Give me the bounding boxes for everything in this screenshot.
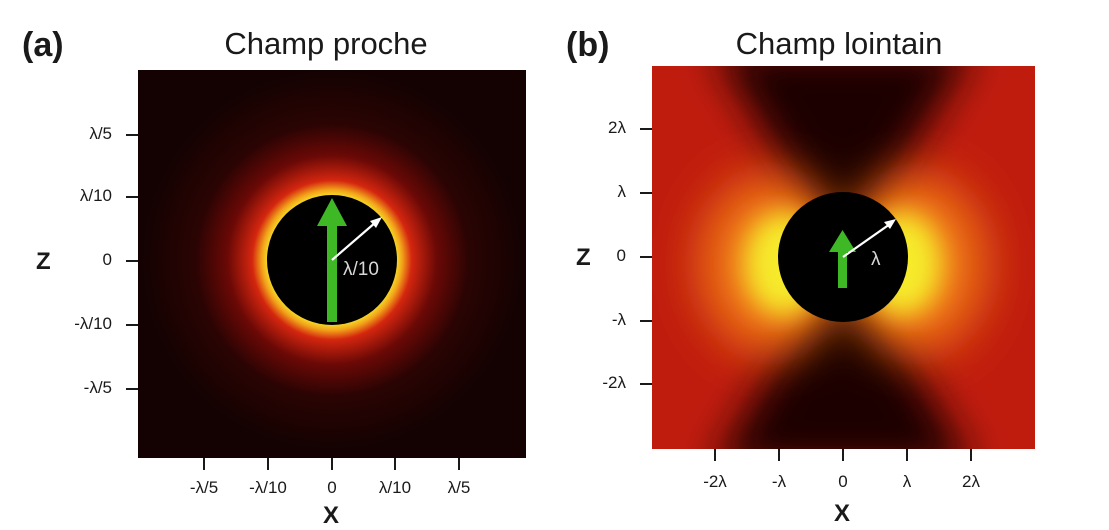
panel-a-z-tickmark bbox=[126, 260, 138, 262]
panel-b-x-tickmark bbox=[714, 449, 716, 461]
panel-b-x-tickmark bbox=[970, 449, 972, 461]
panel-a-z-axis-title: Z bbox=[36, 248, 51, 275]
panel-b-z-tick: -λ bbox=[611, 310, 626, 329]
panel-a-x-tick: 0 bbox=[327, 478, 337, 497]
dipole-arrow bbox=[317, 198, 347, 322]
panel-b-x-tick: 0 bbox=[838, 472, 848, 491]
panel-a-z-tick: 0 bbox=[102, 250, 112, 269]
panel-a-plot: λ/10 bbox=[138, 70, 526, 458]
panel-b-z-tick: -2λ bbox=[602, 373, 626, 392]
panel-a-z-tick: λ/10 bbox=[79, 186, 112, 205]
panel-a-x-tick: -λ/10 bbox=[249, 478, 287, 497]
panel-b-z-tickmark bbox=[640, 320, 652, 322]
panel-b-z-axis-title: Z bbox=[576, 244, 591, 271]
panel-b-x-axis-title: X bbox=[834, 500, 851, 527]
panel-a-z-tick: -λ/10 bbox=[74, 314, 112, 333]
panel-b-title: Champ lointain bbox=[735, 26, 943, 61]
radius-label: λ/10 bbox=[343, 259, 379, 280]
panel-b-label: (b) bbox=[566, 26, 610, 64]
panel-b-z-tickmark bbox=[640, 256, 652, 258]
panel-a-label: (a) bbox=[22, 26, 64, 64]
radius-label: λ bbox=[871, 249, 881, 270]
panel-a-x-tick: λ/10 bbox=[378, 478, 412, 497]
panel-a-x-tickmark bbox=[203, 458, 205, 470]
radius-arrow bbox=[331, 217, 382, 261]
panel-b-z-tickmark bbox=[640, 128, 652, 130]
panel-a-x-axis-title: X bbox=[323, 502, 340, 529]
panel-b-x-tick: 2λ bbox=[962, 472, 980, 491]
panel-b-x-tick: λ bbox=[902, 472, 912, 491]
panel-a-z-tick: -λ/5 bbox=[83, 378, 112, 397]
panel-a-x-tickmark bbox=[394, 458, 396, 470]
panel-a-x-tickmark bbox=[458, 458, 460, 470]
panel-a-z-tick: λ/5 bbox=[89, 124, 112, 143]
panel-a-z-tickmark bbox=[126, 196, 138, 198]
panel-a-x-tick: λ/5 bbox=[447, 478, 471, 497]
panel-b-x-tickmark bbox=[842, 449, 844, 461]
panel-b-plot: λ bbox=[652, 66, 1035, 449]
panel-b-x-tickmark bbox=[778, 449, 780, 461]
panel-a-z-tickmark bbox=[126, 324, 138, 326]
radius-arrow bbox=[842, 219, 896, 258]
panel-b-z-tick: λ bbox=[617, 182, 627, 201]
panel-b-z-tick: 2λ bbox=[608, 118, 626, 137]
dipole-arrow bbox=[829, 230, 856, 288]
panel-b-x-tick: -2λ bbox=[703, 472, 727, 491]
panel-b-z-tickmark bbox=[640, 383, 652, 385]
panel-a-z-tickmark bbox=[126, 388, 138, 390]
panel-b-z-tickmark bbox=[640, 192, 652, 194]
far-field-dark-lobes bbox=[724, 66, 963, 449]
panel-b-x-tick: -λ bbox=[771, 472, 787, 491]
panel-a-x-tickmark bbox=[331, 458, 333, 470]
panel-a-x-tick: -λ/5 bbox=[189, 478, 219, 497]
panel-a-title: Champ proche bbox=[224, 26, 428, 61]
panel-a-z-tickmark bbox=[126, 134, 138, 136]
panel-b-z-tick: 0 bbox=[616, 246, 626, 265]
panel-a-x-tickmark bbox=[267, 458, 269, 470]
panel-b-x-tickmark bbox=[906, 449, 908, 461]
